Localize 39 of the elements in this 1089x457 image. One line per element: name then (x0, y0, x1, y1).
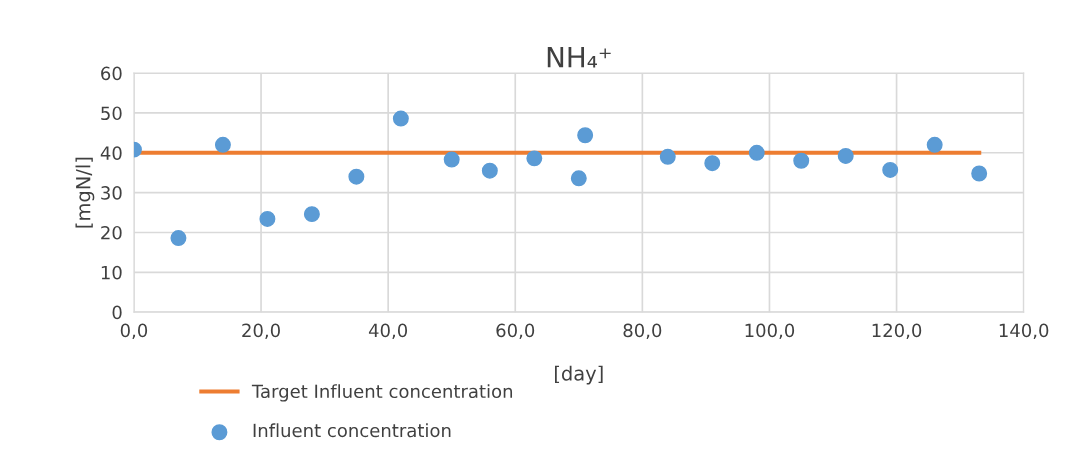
point (570, 170, 587, 187)
legend-label: Target Influent concentration (251, 384, 513, 402)
point (526, 150, 543, 167)
point (443, 151, 460, 168)
x-tick-label: 60,0 (496, 323, 535, 340)
y-tick-label: 60 (101, 66, 122, 81)
y-tick-label: 10 (101, 265, 122, 280)
point (392, 110, 409, 127)
x-tick-label: 120,0 (872, 323, 922, 340)
x-tick-label: 80,0 (623, 323, 662, 340)
point (481, 162, 498, 179)
point (837, 147, 854, 164)
y-tick-label: 50 (101, 106, 122, 121)
x-tick-label: 20,0 (242, 323, 280, 340)
point (303, 206, 320, 223)
point (793, 152, 810, 169)
point (704, 155, 721, 172)
x-tick-label: 40,0 (368, 323, 408, 340)
x-tick-label: 100,0 (745, 323, 795, 340)
point (170, 230, 187, 247)
y-tick-label: 40 (100, 146, 122, 160)
point (214, 136, 231, 153)
y-tick-label: 30 (101, 186, 122, 200)
point (926, 136, 943, 153)
x-tick-label: 0,0 (120, 323, 148, 340)
chart-title: NH₄⁺ (547, 47, 611, 68)
point (659, 148, 676, 165)
point (577, 127, 594, 144)
point (259, 210, 276, 227)
legend-label: Influent concentration (253, 423, 451, 438)
point (348, 168, 365, 185)
point (748, 144, 765, 161)
point (882, 161, 899, 178)
y-axis-title: [mgN/l] (75, 157, 95, 228)
y-tick-label: 0 (112, 305, 122, 320)
x-axis-title: [day] (555, 365, 603, 385)
y-tick-label: 20 (101, 225, 122, 240)
point (971, 165, 988, 182)
x-tick-label: 140,0 (999, 323, 1049, 340)
